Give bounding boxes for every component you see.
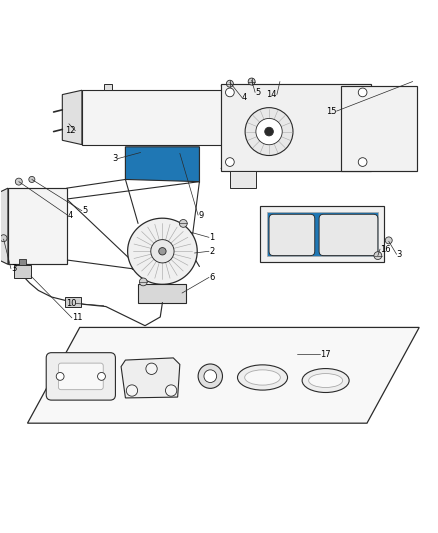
Circle shape xyxy=(256,118,282,145)
Ellipse shape xyxy=(245,370,280,385)
Polygon shape xyxy=(28,327,419,423)
Polygon shape xyxy=(19,259,26,265)
Text: 3: 3 xyxy=(11,264,16,273)
Polygon shape xyxy=(62,90,82,144)
Circle shape xyxy=(56,373,64,381)
Polygon shape xyxy=(125,147,199,182)
Ellipse shape xyxy=(302,368,349,392)
Text: 9: 9 xyxy=(198,211,203,220)
Text: 3: 3 xyxy=(396,250,402,259)
Polygon shape xyxy=(121,358,180,398)
Circle shape xyxy=(98,373,106,381)
Polygon shape xyxy=(267,212,378,256)
Polygon shape xyxy=(65,297,81,308)
Polygon shape xyxy=(0,188,8,264)
Circle shape xyxy=(226,158,234,166)
Text: 10: 10 xyxy=(66,299,76,308)
Polygon shape xyxy=(138,284,186,303)
Polygon shape xyxy=(104,84,113,90)
Polygon shape xyxy=(125,147,199,182)
Circle shape xyxy=(159,248,166,255)
Text: 16: 16 xyxy=(380,245,391,254)
Circle shape xyxy=(248,78,255,85)
Circle shape xyxy=(15,178,22,185)
Text: 14: 14 xyxy=(266,90,277,99)
Circle shape xyxy=(29,176,35,182)
Polygon shape xyxy=(8,188,67,264)
Circle shape xyxy=(226,88,234,97)
Text: 5: 5 xyxy=(255,88,260,97)
Circle shape xyxy=(204,370,217,383)
Polygon shape xyxy=(260,206,385,262)
Ellipse shape xyxy=(309,374,343,387)
Polygon shape xyxy=(221,84,371,171)
Text: 6: 6 xyxy=(209,273,214,282)
FancyBboxPatch shape xyxy=(46,353,116,400)
Circle shape xyxy=(198,364,223,389)
Polygon shape xyxy=(14,265,31,278)
Text: 12: 12 xyxy=(65,126,75,135)
Circle shape xyxy=(126,385,138,396)
Circle shape xyxy=(245,108,293,156)
Circle shape xyxy=(139,278,147,286)
FancyBboxPatch shape xyxy=(269,214,315,256)
Circle shape xyxy=(151,240,174,263)
Text: 2: 2 xyxy=(209,247,214,256)
Text: 11: 11 xyxy=(72,313,82,322)
Polygon shape xyxy=(127,218,197,284)
Text: 4: 4 xyxy=(242,93,247,102)
Polygon shape xyxy=(341,86,417,171)
Polygon shape xyxy=(230,171,256,188)
Circle shape xyxy=(358,158,367,166)
Text: 4: 4 xyxy=(67,211,73,220)
Text: 15: 15 xyxy=(326,107,336,116)
Circle shape xyxy=(374,252,382,260)
Text: 3: 3 xyxy=(113,154,118,163)
Circle shape xyxy=(0,235,7,241)
Circle shape xyxy=(146,363,157,375)
Polygon shape xyxy=(82,90,234,144)
Circle shape xyxy=(180,220,187,228)
Circle shape xyxy=(385,237,392,244)
Text: 17: 17 xyxy=(320,350,331,359)
FancyBboxPatch shape xyxy=(319,214,378,256)
Circle shape xyxy=(226,80,233,87)
Text: 5: 5 xyxy=(82,206,87,215)
Circle shape xyxy=(358,88,367,97)
Text: 1: 1 xyxy=(209,233,214,242)
Circle shape xyxy=(265,127,273,136)
Circle shape xyxy=(166,385,177,396)
Ellipse shape xyxy=(237,365,288,390)
FancyBboxPatch shape xyxy=(58,363,103,390)
